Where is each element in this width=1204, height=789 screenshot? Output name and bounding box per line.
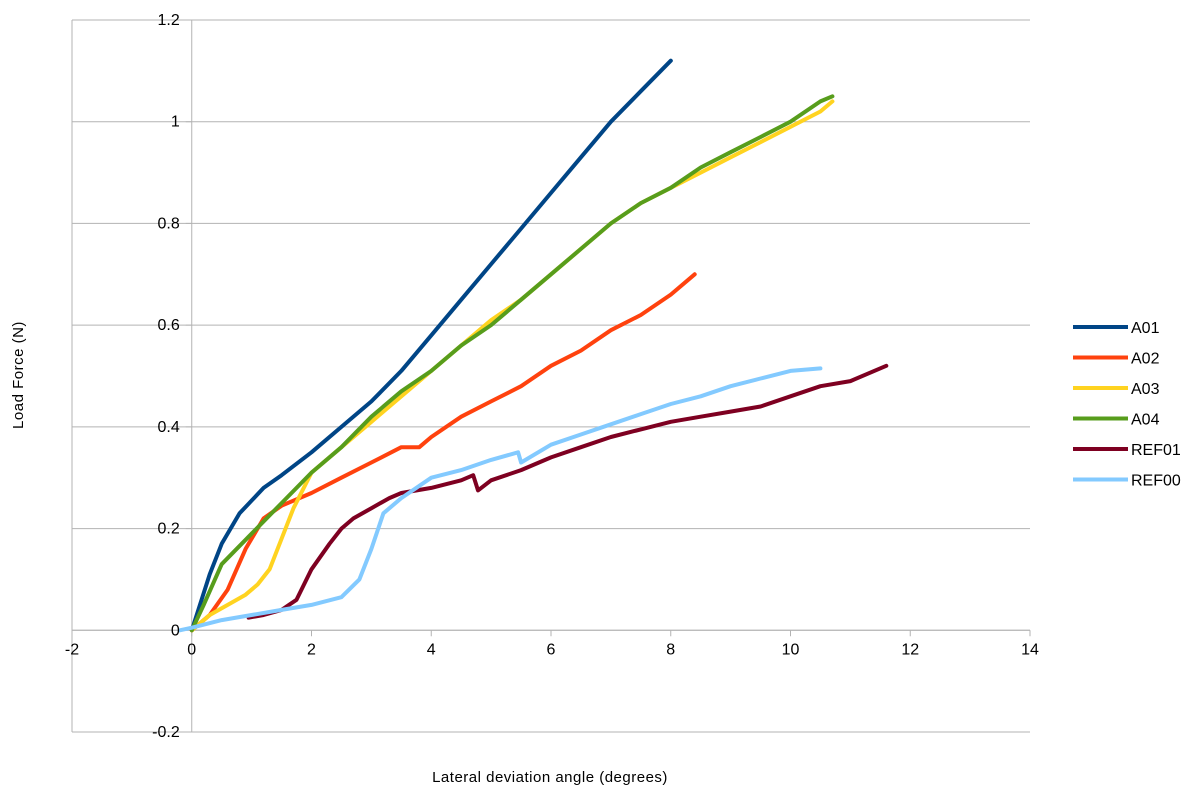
series-line-ref01: [246, 363, 889, 620]
series-line-a02: [189, 272, 697, 633]
legend: A01 A02 A03 A04 REF01 REF00: [1073, 320, 1181, 490]
series-line-a03: [189, 99, 835, 633]
y-tick-label: 1: [171, 114, 180, 131]
legend-label-a02: A02: [1131, 351, 1160, 368]
grid-layer: [72, 19, 1030, 733]
series-layer: [177, 58, 889, 633]
tick-label-layer: -0.2 0 0.2 0.4 0.6 0.8 1 1.2 -2 0 2 4 6 8 10 12 14: [65, 12, 1039, 741]
legend-label-a03: A03: [1131, 381, 1160, 398]
x-tick-label: 8: [666, 641, 675, 658]
series-line-a04: [189, 94, 835, 633]
x-tick-label: 2: [307, 641, 316, 658]
series-line-ref00: [177, 366, 823, 633]
legend-label-a04: A04: [1131, 412, 1160, 429]
legend-label-a01: A01: [1131, 320, 1160, 337]
legend-label-ref01: REF01: [1131, 442, 1181, 459]
y-tick-label: 0.2: [158, 521, 180, 538]
x-tick-label: 6: [547, 641, 556, 658]
y-axis-title: Load Force (N): [10, 321, 27, 429]
y-tick-label: -0.2: [152, 724, 180, 741]
y-tick-label: 0: [171, 622, 180, 639]
x-tick-label: 14: [1021, 641, 1039, 658]
y-tick-label: 0.8: [158, 215, 180, 232]
x-tick-label: 0: [187, 641, 196, 658]
x-tick-label: 10: [782, 641, 800, 658]
x-axis-title: Lateral deviation angle (degrees): [432, 769, 668, 786]
x-tick-label: 12: [901, 641, 919, 658]
axis-layer: [71, 19, 1031, 733]
y-tick-label: 0.4: [158, 419, 180, 436]
y-tick-label: 1.2: [158, 12, 180, 29]
x-tick-label: 4: [427, 641, 436, 658]
legend-label-ref00: REF00: [1131, 473, 1181, 490]
x-tick-label: -2: [65, 641, 79, 658]
series-line-a01: [189, 58, 673, 633]
y-tick-label: 0.6: [158, 317, 180, 334]
